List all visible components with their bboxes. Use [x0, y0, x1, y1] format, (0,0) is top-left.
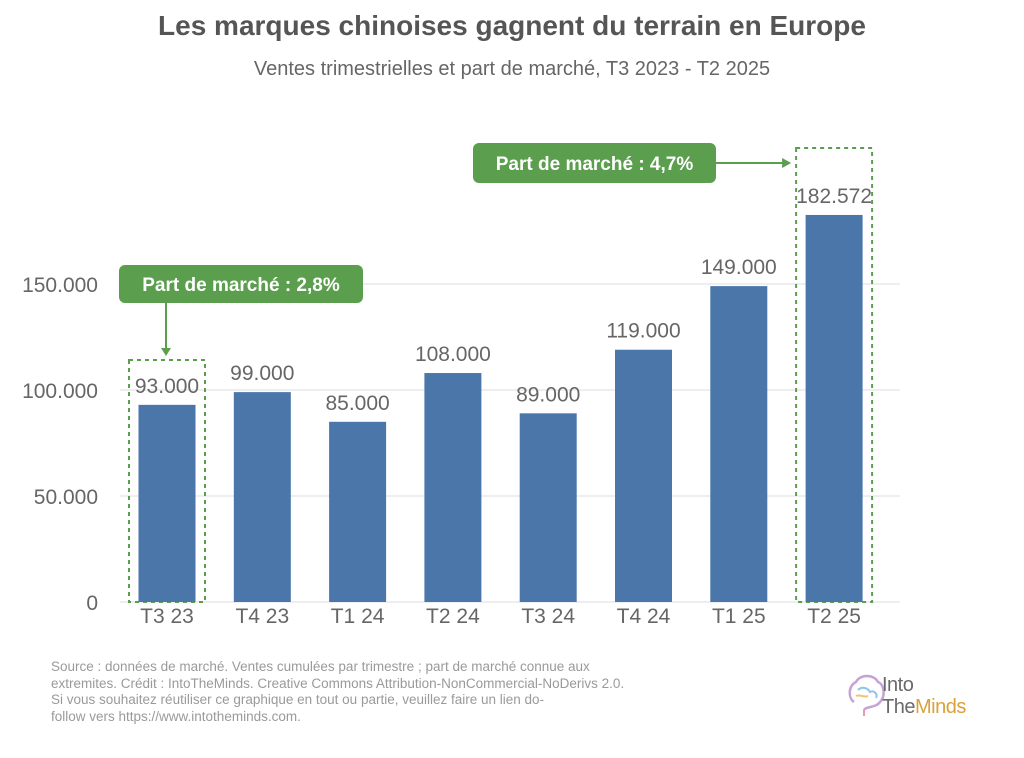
data-label: 182.572: [796, 185, 872, 208]
bar: [519, 413, 577, 602]
data-label: 99.000: [230, 362, 294, 385]
brain-icon: [848, 674, 885, 716]
bar: [805, 214, 863, 602]
x-tick-label: T2 24: [426, 605, 480, 628]
chart-subtitle: Ventes trimestrielles et part de marché,…: [253, 58, 771, 80]
source-note: Source : données de marché. Ventes cumul…: [51, 659, 711, 725]
intotheminds-logo: Into TheMinds: [846, 668, 986, 724]
annotation-badge: [473, 143, 716, 183]
annotation-text: Part de marché : 2,8%: [142, 275, 340, 296]
y-tick-label: 50.000: [34, 486, 98, 509]
logo-the-text: The: [882, 696, 915, 718]
bar: [424, 373, 482, 602]
source-line: follow vers https://www.intotheminds.com…: [51, 708, 301, 724]
arrow-head: [161, 348, 171, 356]
data-label: 119.000: [606, 320, 680, 343]
source-line: Source : données de marché. Ventes cumul…: [51, 659, 590, 674]
x-tick-label: T4 24: [617, 605, 671, 628]
data-label: 149.000: [701, 256, 777, 279]
annotation-badge: [119, 265, 363, 303]
data-label: 85.000: [325, 392, 389, 415]
x-tick-label: T3 23: [140, 605, 194, 628]
data-label: 108.000: [415, 343, 491, 366]
bar-chart: 0 50.000 100.000 150.000 93.000 T3 23 99.000 T…: [22, 143, 900, 628]
y-tick-label: 100.000: [22, 380, 98, 403]
logo-into-text: Into: [882, 674, 914, 696]
x-tick-label: T1 24: [331, 605, 385, 628]
arrow-head: [782, 158, 792, 168]
bar: [710, 286, 768, 602]
bar: [615, 349, 672, 602]
y-tick-label: 150.000: [22, 274, 98, 297]
annotation-text: Part de marché : 4,7%: [496, 154, 694, 175]
source-line: extremites. Crédit : IntoTheMinds. Creat…: [51, 675, 625, 691]
bar: [233, 392, 291, 602]
x-tick-label: T2 25: [807, 605, 861, 628]
x-tick-label: T3 24: [521, 605, 575, 628]
logo-minds-text: Minds: [914, 696, 966, 718]
x-tick-label: T4 23: [235, 605, 289, 628]
source-line: Si vous souhaitez réutiliser ce graphiqu…: [51, 692, 545, 707]
bar: [329, 421, 387, 602]
logo-theminds-text: TheMinds: [882, 696, 966, 719]
data-label: 93.000: [135, 375, 199, 398]
x-tick-label: T1 25: [712, 605, 766, 628]
y-tick-label: 0: [86, 592, 98, 615]
bar: [138, 404, 196, 602]
data-label: 89.000: [516, 383, 580, 406]
chart-title: Les marques chinoises gagnent du terrain…: [158, 10, 866, 41]
